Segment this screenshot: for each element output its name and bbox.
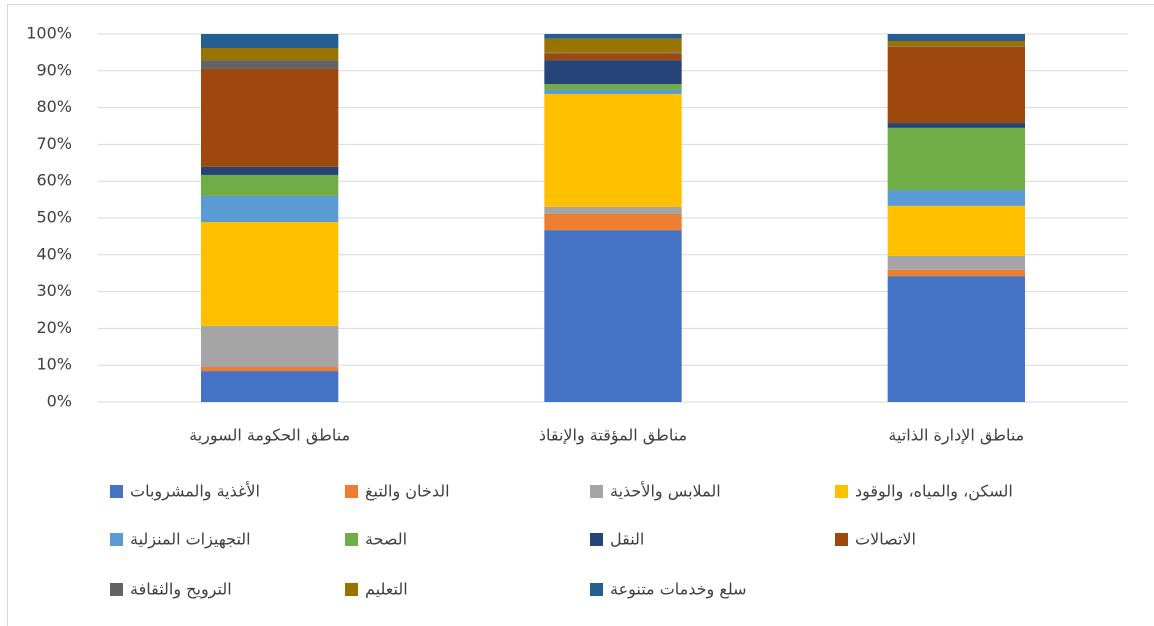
- legend-label: الصحة: [365, 530, 407, 549]
- legend-label: سلع وخدمات متنوعة: [610, 580, 747, 600]
- y-tick-label: 30%: [36, 281, 72, 300]
- bar-segment: [887, 205, 1025, 256]
- legend-swatch: [110, 583, 123, 596]
- y-tick-label: 80%: [36, 97, 72, 116]
- bar-segment: [887, 123, 1025, 128]
- legend-swatch: [345, 583, 358, 596]
- bar-segment: [887, 255, 1025, 270]
- bar-segment: [544, 93, 682, 207]
- bar-segment: [201, 166, 339, 175]
- x-tick-label: مناطق الحكومة السورية: [189, 426, 350, 446]
- legend-swatch: [590, 533, 603, 546]
- bar-segment: [544, 52, 682, 54]
- bar-segment: [201, 68, 339, 167]
- bar-segment: [544, 60, 682, 85]
- bar-segment: [887, 46, 1025, 47]
- legend-label: السكن، والمياه، والوقود: [855, 482, 1013, 502]
- legend-swatch: [835, 533, 848, 546]
- bar-segment: [544, 38, 682, 53]
- bar-segment: [544, 34, 682, 39]
- bar-segment: [201, 47, 339, 61]
- bar-segment: [887, 34, 1025, 41]
- legend-swatch: [110, 485, 123, 498]
- y-tick-label: 90%: [36, 60, 72, 79]
- x-tick-label: مناطق المؤقتة والإنقاذ: [539, 426, 687, 446]
- bar-segment: [544, 206, 682, 214]
- legend-swatch: [590, 583, 603, 596]
- y-tick-label: 60%: [36, 171, 72, 190]
- bar-segment: [201, 222, 339, 326]
- bar-segment: [201, 371, 339, 402]
- legend-swatch: [835, 485, 848, 498]
- bar-segment: [544, 230, 682, 402]
- y-tick-label: 20%: [36, 318, 72, 337]
- bar-segment: [201, 34, 339, 48]
- legend-label: التجهيزات المنزلية: [130, 530, 251, 550]
- x-tick-label: مناطق الإدارة الذاتية: [888, 426, 1024, 446]
- bar-segment: [544, 89, 682, 94]
- bar-segment: [887, 276, 1025, 402]
- legend-swatch: [590, 485, 603, 498]
- bar-segment: [544, 84, 682, 90]
- y-tick-label: 10%: [36, 355, 72, 374]
- y-tick-label: 0%: [47, 392, 72, 411]
- bar-segment: [887, 127, 1025, 191]
- y-tick-label: 70%: [36, 134, 72, 153]
- chart-frame: [7, 4, 1154, 626]
- legend-label: الاتصالات: [855, 530, 916, 549]
- bar-segment: [544, 53, 682, 61]
- bar-segment: [887, 269, 1025, 277]
- legend-label: الترويح والثقافة: [130, 580, 232, 600]
- bar-segment: [201, 367, 339, 372]
- bar-segment: [544, 213, 682, 231]
- y-tick-label: 100%: [26, 24, 72, 43]
- bar-segment: [887, 190, 1025, 206]
- bar-segment: [201, 195, 339, 223]
- y-tick-label: 40%: [36, 244, 72, 263]
- legend-label: الدخان والتبغ: [365, 482, 450, 502]
- legend-label: النقل: [610, 530, 644, 549]
- bar-segment: [201, 174, 339, 196]
- legend-label: التعليم: [365, 580, 408, 599]
- legend-label: الأغذية والمشروبات: [130, 481, 260, 502]
- bar-segment: [887, 40, 1025, 47]
- y-tick-label: 50%: [36, 208, 72, 227]
- bar-segment: [887, 46, 1025, 124]
- legend-label: الملابس والأحذية: [610, 481, 721, 502]
- legend-swatch: [345, 533, 358, 546]
- legend-swatch: [345, 485, 358, 498]
- bar-segment: [201, 325, 339, 368]
- bar-segment: [201, 60, 339, 69]
- legend-swatch: [110, 533, 123, 546]
